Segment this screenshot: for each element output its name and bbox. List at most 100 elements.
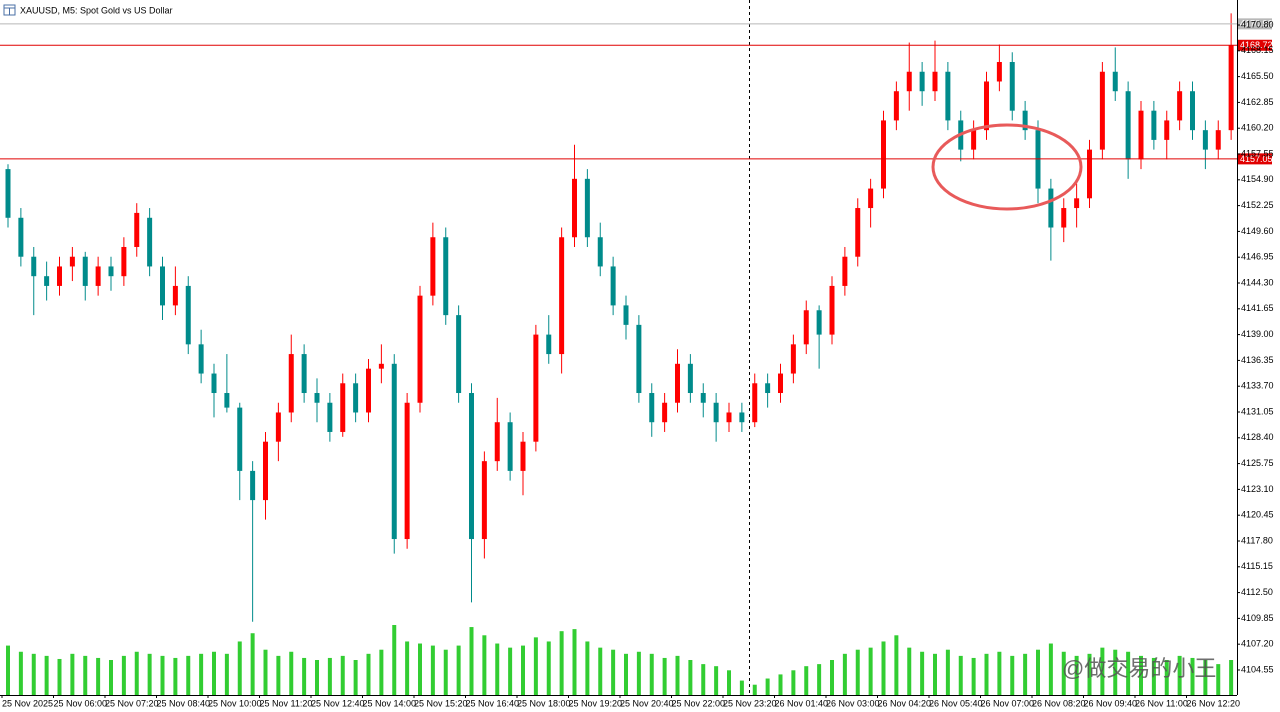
candle-body <box>95 266 101 286</box>
highlight-ellipse <box>931 123 1083 211</box>
volume-bar <box>83 655 88 695</box>
volume-bar <box>804 666 809 695</box>
x-tick-label: 25 Nov 11:20 <box>260 698 313 708</box>
volume-bar <box>1164 660 1169 695</box>
candle-body <box>121 246 127 277</box>
candle-body <box>816 310 822 335</box>
x-tick-label: 26 Nov 08:20 <box>1032 698 1086 708</box>
candle-body <box>584 178 590 238</box>
volume-bar <box>830 660 834 695</box>
candle-body <box>919 71 925 92</box>
volume-bar <box>920 651 925 695</box>
volume-bar <box>6 645 10 695</box>
volume-bar <box>945 649 950 695</box>
y-tick-label: 4154.90 <box>1241 174 1274 184</box>
x-tick-label: 26 Nov 04:20 <box>878 698 932 708</box>
y-tick-label: 4160.20 <box>1241 123 1274 133</box>
candle-body <box>198 344 204 374</box>
candle-body <box>44 276 50 286</box>
y-tick-label: 4125.75 <box>1241 458 1274 468</box>
volume-bar <box>121 655 126 695</box>
candle-body <box>69 256 75 267</box>
candle-body <box>765 383 771 394</box>
candle-body <box>597 237 603 267</box>
chart-title: XAUUSD, M5: Spot Gold vs US Dollar <box>20 5 173 15</box>
volume-bar <box>1151 657 1156 695</box>
y-tick-label: 4104.55 <box>1241 664 1274 674</box>
price-levels: 4170.92 4168.72 4157.05 <box>0 18 1273 165</box>
candle-body <box>803 310 809 345</box>
candle-body <box>1048 188 1054 228</box>
candle-body <box>700 393 706 403</box>
volume-bar <box>881 641 886 695</box>
y-tick-label: 4165.50 <box>1241 71 1274 81</box>
candle-body <box>224 393 230 408</box>
volume-bar <box>546 641 551 695</box>
y-tick-label: 4120.45 <box>1241 510 1274 520</box>
volume-bar <box>1087 653 1092 695</box>
candle-body <box>430 237 436 296</box>
x-tick-label: 25 Nov 19:20 <box>569 698 623 708</box>
candle-layer <box>5 13 1234 622</box>
volume-bar <box>1023 653 1028 695</box>
volume-bar <box>302 657 307 695</box>
candle-body <box>456 315 462 394</box>
candle-body <box>533 334 539 442</box>
candle-body <box>829 285 835 335</box>
volume-bar <box>212 651 216 695</box>
candle-body <box>881 120 886 189</box>
volume-bar <box>1048 643 1053 695</box>
price-label-box <box>1238 39 1272 51</box>
candle-body <box>417 295 423 403</box>
volume-bar <box>199 653 204 695</box>
volume-bar <box>688 660 693 695</box>
volume-bar <box>508 647 513 695</box>
volume-bar <box>649 653 654 695</box>
candle-body <box>868 188 874 209</box>
y-tick-label: 4149.60 <box>1241 226 1274 236</box>
volume-bar <box>894 635 899 695</box>
candle-body <box>160 266 165 306</box>
candle-body <box>662 402 668 423</box>
volume-bar <box>1229 660 1234 695</box>
x-tick-label: 25 Nov 12:40 <box>311 698 365 708</box>
candle-body <box>520 441 526 471</box>
price-label-box <box>1238 153 1272 165</box>
candle-body <box>481 461 487 540</box>
y-tick-label: 4146.95 <box>1241 252 1274 262</box>
candle-body <box>906 71 912 92</box>
volume-bar <box>147 653 152 695</box>
y-tick-label: 4112.50 <box>1241 587 1273 597</box>
x-tick-label: 25 Nov 2025 <box>2 698 53 708</box>
candle-body <box>1190 91 1195 131</box>
volume-bar <box>714 666 719 695</box>
candle-body <box>327 402 333 432</box>
candle-body <box>1228 45 1234 131</box>
volume-bar <box>624 653 628 695</box>
y-tick-label: 4109.85 <box>1241 613 1274 623</box>
volume-bar <box>636 651 641 695</box>
volume-bar <box>1177 655 1182 695</box>
volume-bar <box>662 657 667 695</box>
volume-bar <box>1126 651 1131 695</box>
volume-bar <box>340 655 345 695</box>
candle-body <box>185 285 191 345</box>
y-tick-label: 4144.30 <box>1241 277 1274 287</box>
candle-body <box>57 266 62 286</box>
volume-bar <box>585 641 590 695</box>
candle-body <box>1138 110 1144 160</box>
volume-bar <box>675 655 680 695</box>
candle-body <box>610 266 616 306</box>
candle-body <box>1009 62 1015 111</box>
volume-bar <box>109 660 113 695</box>
candle-body <box>971 130 977 150</box>
candle-body <box>636 324 642 394</box>
candle-body <box>726 412 732 423</box>
x-tick-label: 26 Nov 05:40 <box>929 698 983 708</box>
y-tick-label: 4139.00 <box>1241 329 1274 339</box>
candle-body <box>314 393 320 403</box>
x-tick-label: 26 Nov 12:20 <box>1187 698 1241 708</box>
candle-body <box>288 354 294 413</box>
candle-body <box>559 237 565 355</box>
volume-bar <box>224 653 229 695</box>
